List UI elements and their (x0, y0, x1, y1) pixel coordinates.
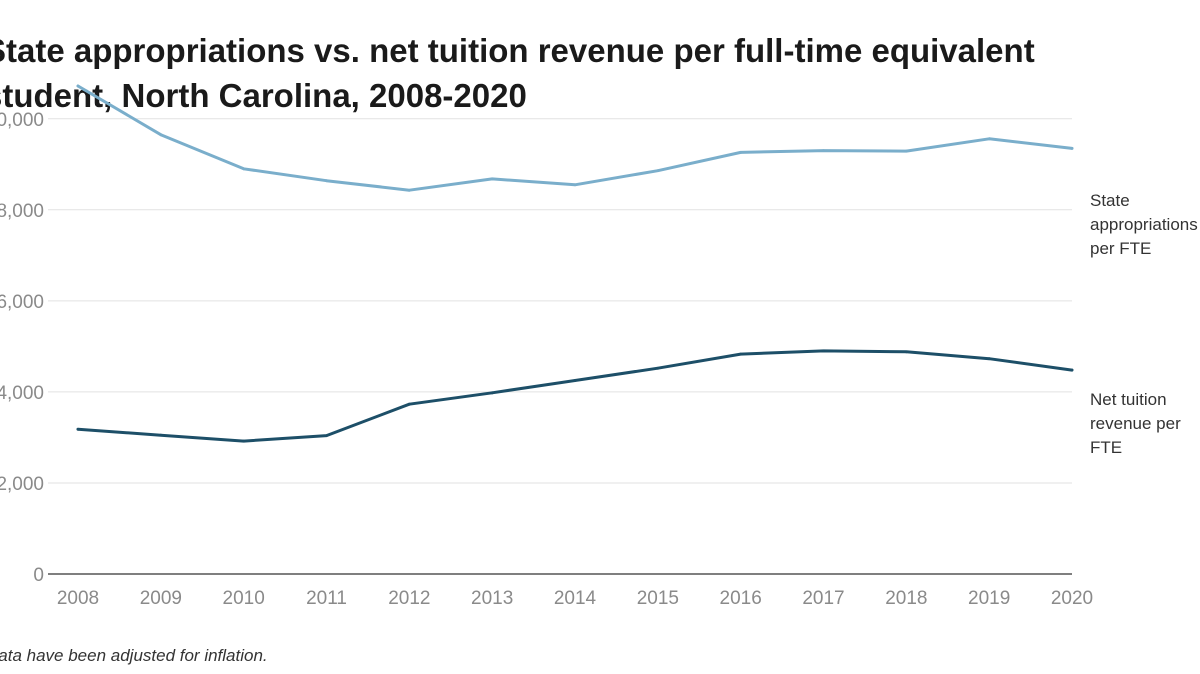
x-tick-label: 2009 (140, 588, 182, 609)
data-point (573, 183, 577, 187)
series-label-net-tuition: Net tuition revenue per FTE (1090, 390, 1181, 457)
data-point (822, 149, 825, 153)
data-point (739, 151, 743, 154)
series-line-state-appropriations (76, 84, 1074, 192)
series-labels: State appropriations per FTE Net tuition rev… (1090, 191, 1198, 457)
series-label-state-appropriations: State appropriations per FTE (1090, 191, 1198, 258)
grid-layer (48, 118, 1072, 575)
series-line-net-tuition (76, 349, 1074, 443)
x-tick-label: 2016 (720, 588, 762, 609)
data-point (407, 402, 411, 406)
y-tick-label: 6,000 (0, 292, 44, 313)
data-point (987, 357, 991, 361)
series-label-line: Net tuition (1090, 390, 1167, 409)
x-tick-label: 2012 (388, 588, 430, 609)
x-tick-label: 2013 (471, 588, 513, 609)
x-tick-label: 2011 (306, 588, 347, 609)
series-label-line: per FTE (1090, 239, 1151, 258)
data-point (656, 366, 660, 370)
series-label-line: appropriations (1090, 215, 1198, 234)
x-tick-label: 2014 (554, 588, 597, 609)
data-point (739, 352, 743, 356)
data-point (987, 137, 991, 141)
data-point (325, 179, 328, 183)
data-point (159, 133, 163, 137)
x-tick-label: 2017 (802, 588, 844, 609)
x-tick-label: 2018 (885, 588, 927, 609)
data-point (904, 350, 908, 354)
data-point (1070, 368, 1074, 372)
x-tick-label: 2008 (57, 588, 99, 609)
data-point (490, 391, 494, 395)
x-tick-label: 2019 (968, 588, 1010, 609)
y-tick-label: 4,000 (0, 383, 44, 404)
y-tick-label: 8,000 (0, 201, 44, 222)
data-point (573, 379, 577, 382)
series-label-line: FTE (1090, 438, 1122, 457)
data-point (159, 433, 163, 437)
data-point (242, 439, 246, 443)
y-tick-label: 10,000 (0, 110, 44, 131)
data-point (656, 169, 660, 173)
x-tick-label: 2015 (637, 588, 679, 609)
data-point (904, 149, 908, 153)
y-tick-label: 2,000 (0, 474, 44, 495)
y-axis-ticks: 0 2,000 4,000 6,000 8,000 10,000 (0, 110, 44, 586)
chart-title: State appropriations vs. net tuition rev… (0, 32, 1035, 114)
data-point (490, 177, 494, 181)
data-point (1070, 146, 1074, 150)
y-tick-label: 0 (33, 565, 44, 586)
series-label-line: revenue per (1090, 414, 1181, 433)
x-axis-ticks: 2008 2009 2010 2011 2012 2013 2014 2015 2016 2017… (57, 588, 1093, 609)
data-point (242, 167, 246, 171)
chart-note: Data have been adjusted for inflation. (0, 646, 268, 665)
data-point (76, 84, 80, 88)
x-tick-label: 2020 (1051, 588, 1093, 609)
series-layer (76, 84, 1074, 443)
x-tick-label: 2010 (223, 588, 265, 609)
data-point (76, 427, 80, 431)
data-point (407, 188, 411, 192)
data-point (822, 349, 825, 353)
series-label-line: State (1090, 191, 1130, 210)
data-point (325, 434, 328, 438)
